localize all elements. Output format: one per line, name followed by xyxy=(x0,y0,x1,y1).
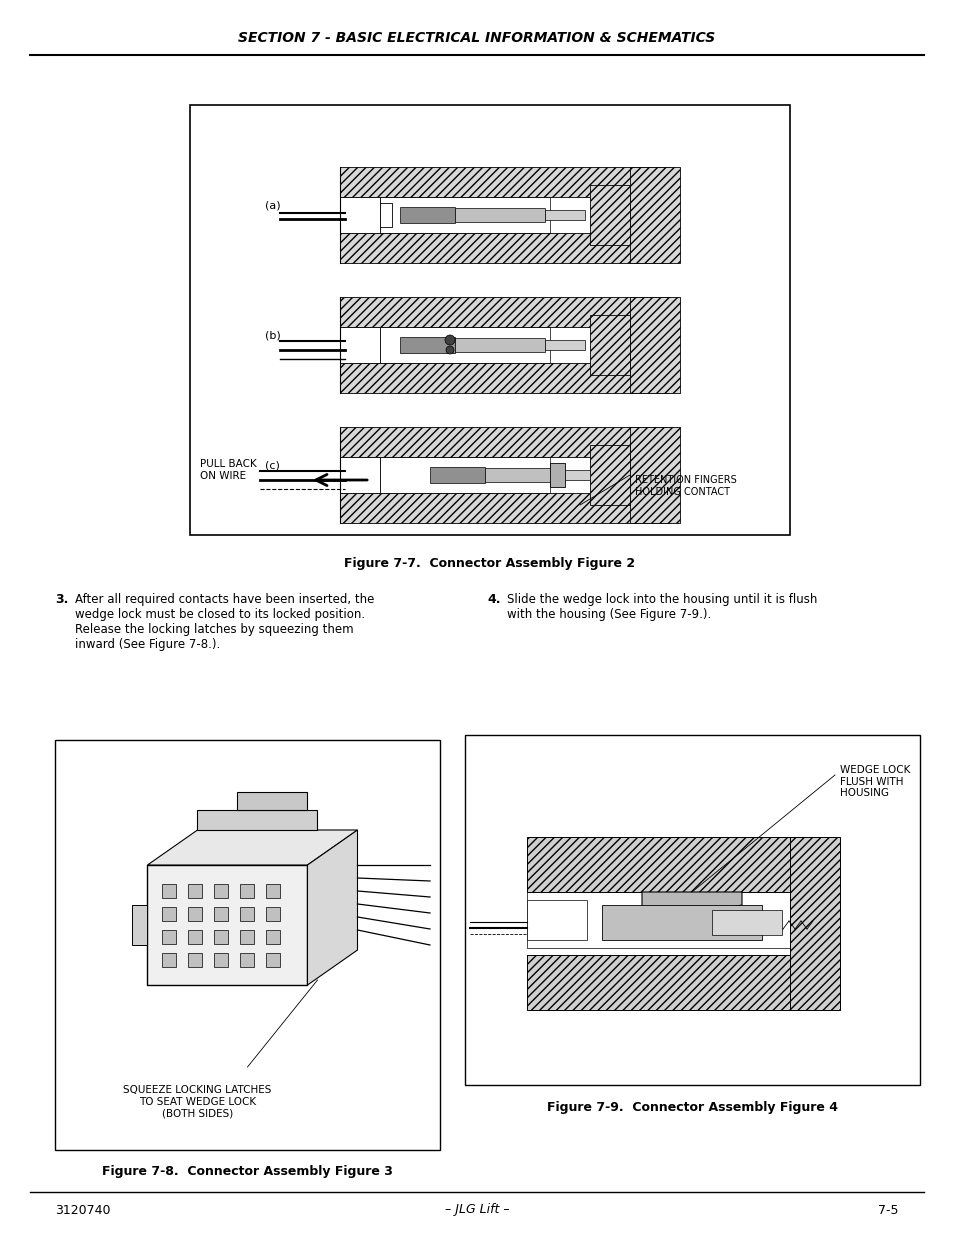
Bar xyxy=(430,467,484,483)
Bar xyxy=(162,930,176,944)
Polygon shape xyxy=(148,830,357,864)
Bar xyxy=(589,315,629,375)
Bar xyxy=(484,468,555,482)
Circle shape xyxy=(446,346,454,354)
Bar xyxy=(789,837,840,1010)
Bar xyxy=(339,327,379,363)
Bar xyxy=(379,457,629,493)
Bar xyxy=(189,906,202,921)
Bar xyxy=(266,930,280,944)
Bar xyxy=(379,198,629,233)
Bar xyxy=(240,906,254,921)
Text: Figure 7-7.  Connector Assembly Figure 2: Figure 7-7. Connector Assembly Figure 2 xyxy=(344,557,635,569)
Text: wedge lock must be closed to its locked position.: wedge lock must be closed to its locked … xyxy=(75,608,365,621)
Bar xyxy=(266,884,280,898)
Bar xyxy=(601,905,761,940)
Bar xyxy=(455,207,544,222)
Text: Slide the wedge lock into the housing until it is flush: Slide the wedge lock into the housing un… xyxy=(506,593,817,606)
Bar xyxy=(629,427,679,522)
Bar xyxy=(339,167,669,198)
Bar xyxy=(214,884,229,898)
Text: – JLG Lift –: – JLG Lift – xyxy=(444,1203,509,1216)
Text: (b): (b) xyxy=(265,330,280,340)
Bar xyxy=(240,930,254,944)
Bar xyxy=(379,327,629,363)
Bar xyxy=(132,905,148,945)
Bar xyxy=(550,450,619,500)
Bar xyxy=(237,792,307,810)
Bar xyxy=(526,900,586,940)
Text: 3.: 3. xyxy=(55,593,69,606)
Bar xyxy=(550,320,619,370)
Text: 7-5: 7-5 xyxy=(878,1203,898,1216)
Bar xyxy=(339,296,669,327)
Bar xyxy=(544,340,584,350)
Bar xyxy=(162,953,176,967)
Bar xyxy=(339,493,669,522)
Bar xyxy=(339,363,669,393)
Bar xyxy=(544,210,584,220)
Bar xyxy=(455,338,544,352)
Bar xyxy=(379,203,392,227)
Bar xyxy=(526,892,789,948)
Bar xyxy=(189,953,202,967)
Bar xyxy=(526,955,811,1010)
Bar xyxy=(629,167,679,263)
Bar xyxy=(55,740,439,1150)
Bar xyxy=(589,185,629,245)
Bar xyxy=(555,471,589,480)
Bar xyxy=(189,884,202,898)
Bar xyxy=(148,864,307,986)
Text: (a): (a) xyxy=(265,200,280,210)
Text: Release the locking latches by squeezing them: Release the locking latches by squeezing… xyxy=(75,622,354,636)
Bar xyxy=(550,463,564,487)
Bar xyxy=(214,953,229,967)
Bar xyxy=(240,953,254,967)
Text: Figure 7-9.  Connector Assembly Figure 4: Figure 7-9. Connector Assembly Figure 4 xyxy=(546,1100,837,1114)
Bar xyxy=(162,906,176,921)
Text: 3120740: 3120740 xyxy=(55,1203,111,1216)
Bar xyxy=(214,906,229,921)
Bar xyxy=(339,427,669,457)
Bar xyxy=(629,296,679,393)
Text: with the housing (See Figure 7-9.).: with the housing (See Figure 7-9.). xyxy=(506,608,711,621)
Circle shape xyxy=(444,335,455,345)
Bar xyxy=(464,735,919,1086)
Bar xyxy=(339,457,379,493)
Bar xyxy=(589,445,629,505)
Bar xyxy=(240,884,254,898)
Bar xyxy=(339,198,379,233)
Bar xyxy=(526,837,811,892)
Text: PULL BACK
ON WIRE: PULL BACK ON WIRE xyxy=(200,459,256,480)
Bar xyxy=(266,906,280,921)
Text: (c): (c) xyxy=(265,459,279,471)
Bar xyxy=(399,207,455,224)
Bar xyxy=(550,190,619,240)
Polygon shape xyxy=(307,830,357,986)
Text: Figure 7-8.  Connector Assembly Figure 3: Figure 7-8. Connector Assembly Figure 3 xyxy=(102,1166,393,1178)
Bar xyxy=(266,953,280,967)
Bar xyxy=(197,810,317,830)
Text: After all required contacts have been inserted, the: After all required contacts have been in… xyxy=(75,593,374,606)
Text: 4.: 4. xyxy=(486,593,500,606)
Text: RETENTION FINGERS
HOLDING CONTACT: RETENTION FINGERS HOLDING CONTACT xyxy=(635,475,736,496)
Bar xyxy=(162,884,176,898)
Bar xyxy=(190,105,789,535)
Bar xyxy=(214,930,229,944)
Text: inward (See Figure 7-8.).: inward (See Figure 7-8.). xyxy=(75,638,220,651)
Polygon shape xyxy=(641,892,741,911)
Bar xyxy=(711,910,781,935)
Bar xyxy=(339,233,669,263)
Text: WEDGE LOCK
FLUSH WITH
HOUSING: WEDGE LOCK FLUSH WITH HOUSING xyxy=(840,764,909,798)
Text: SECTION 7 - BASIC ELECTRICAL INFORMATION & SCHEMATICS: SECTION 7 - BASIC ELECTRICAL INFORMATION… xyxy=(238,31,715,44)
Bar xyxy=(189,930,202,944)
Text: SQUEEZE LOCKING LATCHES
TO SEAT WEDGE LOCK
(BOTH SIDES): SQUEEZE LOCKING LATCHES TO SEAT WEDGE LO… xyxy=(123,1086,272,1118)
Bar xyxy=(399,337,455,353)
